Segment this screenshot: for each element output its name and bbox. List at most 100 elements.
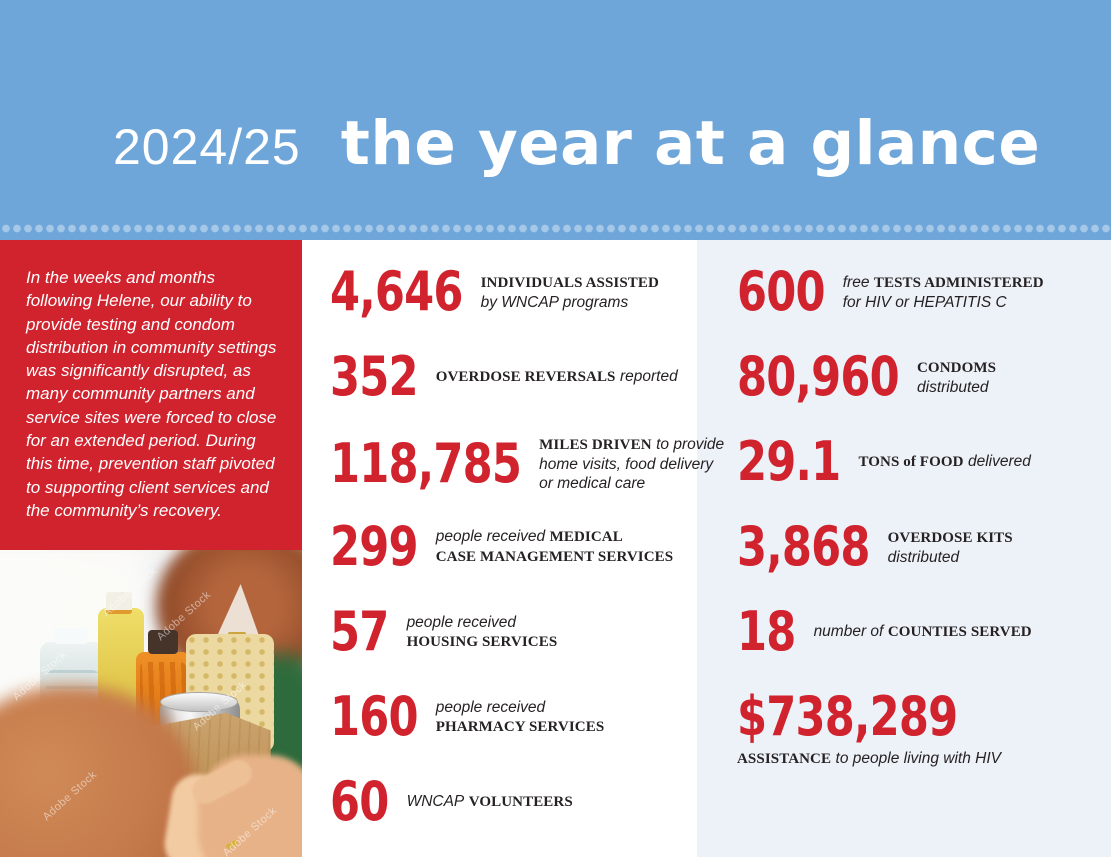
donation-photo: Adobe Stock Adobe Stock Adobe Stock Adobe S…	[0, 550, 302, 857]
stat-value: 600	[737, 260, 826, 323]
page-title: the year at a glance	[340, 108, 1041, 179]
stat-label-segment: PHARMACY SERVICES	[435, 718, 605, 735]
stats-column-left: 4,646 INDIVIDUALS ASSISTED by WNCAP progra…	[330, 240, 724, 857]
stat-label-line: people received	[407, 613, 558, 632]
stat-row: 4,646 INDIVIDUALS ASSISTED by WNCAP progra…	[330, 265, 659, 319]
stat-label: people received PHARMACY SERVICES	[436, 698, 605, 737]
stat-label-segment: OVERDOSE REVERSALS	[435, 369, 616, 385]
stat-label-line: people received	[436, 698, 605, 717]
stat-label: number of COUNTIES SERVED	[814, 622, 1032, 642]
stat-label-segment: WNCAP	[406, 793, 465, 810]
stat-label-line: WNCAP VOLUNTEERS	[407, 792, 573, 812]
stat-label-segment: people received	[435, 528, 546, 545]
intro-text: In the weeks and months following Helene…	[26, 268, 277, 520]
stat-label-segment: distributed	[917, 378, 989, 396]
stat-label-segment: number of	[813, 623, 884, 640]
stat-value: 60	[330, 770, 389, 833]
stat-label-line: TONS of FOOD delivered	[858, 452, 1030, 472]
stat-value: 4,646	[330, 260, 463, 323]
stat-label: INDIVIDUALS ASSISTED by WNCAP programs	[481, 273, 659, 312]
stat-label: OVERDOSE REVERSALS reported	[436, 367, 678, 387]
stat-label-segment: people received	[406, 613, 517, 631]
stat-label-line: PHARMACY SERVICES	[436, 717, 605, 737]
header-title-row: 2024/25 the year at a glance	[113, 108, 1040, 179]
stat-label-line: people received MEDICAL	[436, 527, 673, 547]
stat-label-line: distributed	[888, 548, 1013, 567]
stat-label-line: distributed	[917, 378, 996, 397]
stat-label-line: OVERDOSE KITS	[888, 528, 1013, 548]
stat-value: 3,868	[737, 515, 870, 578]
stat-label-segment: or medical care	[539, 475, 646, 492]
stat-label: MILES DRIVEN to provide home visits, food…	[539, 435, 724, 493]
stat-label-segment: reported	[619, 368, 678, 385]
header-band: 2024/25 the year at a glance	[0, 0, 1111, 240]
stat-row: 57 people received HOUSING SERVICES	[330, 605, 557, 659]
stat-label-segment: MEDICAL	[549, 529, 623, 545]
stat-label-line: HOUSING SERVICES	[407, 632, 558, 652]
stat-value: 29.1	[737, 430, 841, 493]
stat-value: 57	[330, 600, 389, 663]
stat-label-line: OVERDOSE REVERSALS reported	[436, 367, 678, 387]
stat-row: 3,868 OVERDOSE KITS distributed	[737, 520, 1013, 574]
stat-row: 60 WNCAP VOLUNTEERS	[330, 775, 573, 829]
stat-label-segment: by WNCAP programs	[480, 293, 629, 311]
stat-label-segment: delivered	[968, 453, 1031, 470]
stat-row: 600 free TESTS ADMINISTERED for HIV or HEP…	[737, 265, 1044, 319]
stat-label-segment: to provide	[656, 436, 725, 453]
stat-label-segment: free	[842, 273, 870, 291]
stat-label-line: free TESTS ADMINISTERED	[843, 273, 1044, 293]
stat-label-segment: home visits, food delivery	[539, 456, 714, 473]
header-year: 2024/25	[113, 119, 301, 175]
stat-label-segment: CONDOMS	[917, 359, 997, 376]
stat-label-line: or medical care	[539, 474, 724, 493]
dotted-divider	[2, 224, 1111, 233]
stat-row: 80,960 CONDOMS distributed	[737, 350, 996, 404]
stat-label-line: number of COUNTIES SERVED	[814, 622, 1032, 642]
right-panel-background	[697, 240, 1111, 857]
stat-label-segment: TESTS ADMINISTERED	[873, 274, 1044, 291]
stat-row: $738,289 ASSISTANCE to people living with…	[737, 690, 1001, 769]
stat-label-line: home visits, food delivery	[539, 455, 724, 474]
stat-row: 299 people received MEDICAL CASE MANAGEMEN…	[330, 520, 673, 574]
stat-label-segment: INDIVIDUALS ASSISTED	[480, 274, 659, 291]
stat-label: TONS of FOOD delivered	[858, 452, 1030, 472]
stat-value: $738,289	[737, 685, 958, 748]
stat-label-line: for HIV or HEPATITIS C	[843, 293, 1044, 312]
stat-label: OVERDOSE KITS distributed	[888, 528, 1013, 567]
stats-column-right: 600 free TESTS ADMINISTERED for HIV or HEP…	[737, 240, 1107, 857]
stat-label-line: MILES DRIVEN to provide	[539, 435, 724, 455]
stat-value: 80,960	[737, 345, 900, 408]
stat-label: free TESTS ADMINISTERED for HIV or HEPATI…	[843, 273, 1044, 312]
stat-row: 160 people received PHARMACY SERVICES	[330, 690, 604, 744]
stat-label-line: by WNCAP programs	[481, 293, 659, 312]
stat-label-segment: VOLUNTEERS	[468, 794, 573, 810]
stat-value: 352	[330, 345, 419, 408]
stat-label-segment: CASE MANAGEMENT SERVICES	[435, 549, 674, 565]
stat-row: 18 number of COUNTIES SERVED	[737, 605, 1032, 659]
stat-value: 118,785	[330, 432, 522, 495]
stat-label-line: ASSISTANCE to people living with HIV	[737, 749, 1001, 769]
stat-label-line: CASE MANAGEMENT SERVICES	[436, 547, 673, 567]
stat-label-segment: distributed	[887, 548, 960, 566]
stat-label-segment: COUNTIES SERVED	[887, 624, 1032, 640]
intro-panel: In the weeks and months following Helene…	[0, 240, 302, 550]
stat-label-segment: OVERDOSE KITS	[887, 529, 1013, 546]
stat-value: 299	[330, 515, 419, 578]
stat-label: ASSISTANCE to people living with HIV	[737, 749, 1001, 769]
stat-label-line: INDIVIDUALS ASSISTED	[481, 273, 659, 293]
stat-label: people received HOUSING SERVICES	[407, 613, 558, 652]
stat-label-segment: for HIV or HEPATITIS C	[842, 293, 1007, 311]
stat-label: CONDOMS distributed	[917, 358, 996, 397]
stat-value: 160	[330, 685, 419, 748]
stat-label-segment: HOUSING SERVICES	[406, 633, 558, 650]
stat-label-segment: MILES DRIVEN	[539, 437, 652, 453]
stat-label-segment: to people living with HIV	[835, 750, 1001, 767]
stat-label-line: CONDOMS	[917, 358, 996, 378]
stat-label-segment: people received	[435, 698, 546, 716]
stat-label: people received MEDICAL CASE MANAGEMENT S…	[436, 527, 673, 567]
stat-value: 18	[737, 600, 796, 663]
stat-row: 29.1 TONS of FOOD delivered	[737, 435, 1031, 489]
stat-row: 118,785 MILES DRIVEN to provide home visit…	[330, 435, 724, 493]
stat-label-segment: TONS of FOOD	[858, 454, 964, 470]
stat-label-segment: ASSISTANCE	[737, 751, 832, 767]
